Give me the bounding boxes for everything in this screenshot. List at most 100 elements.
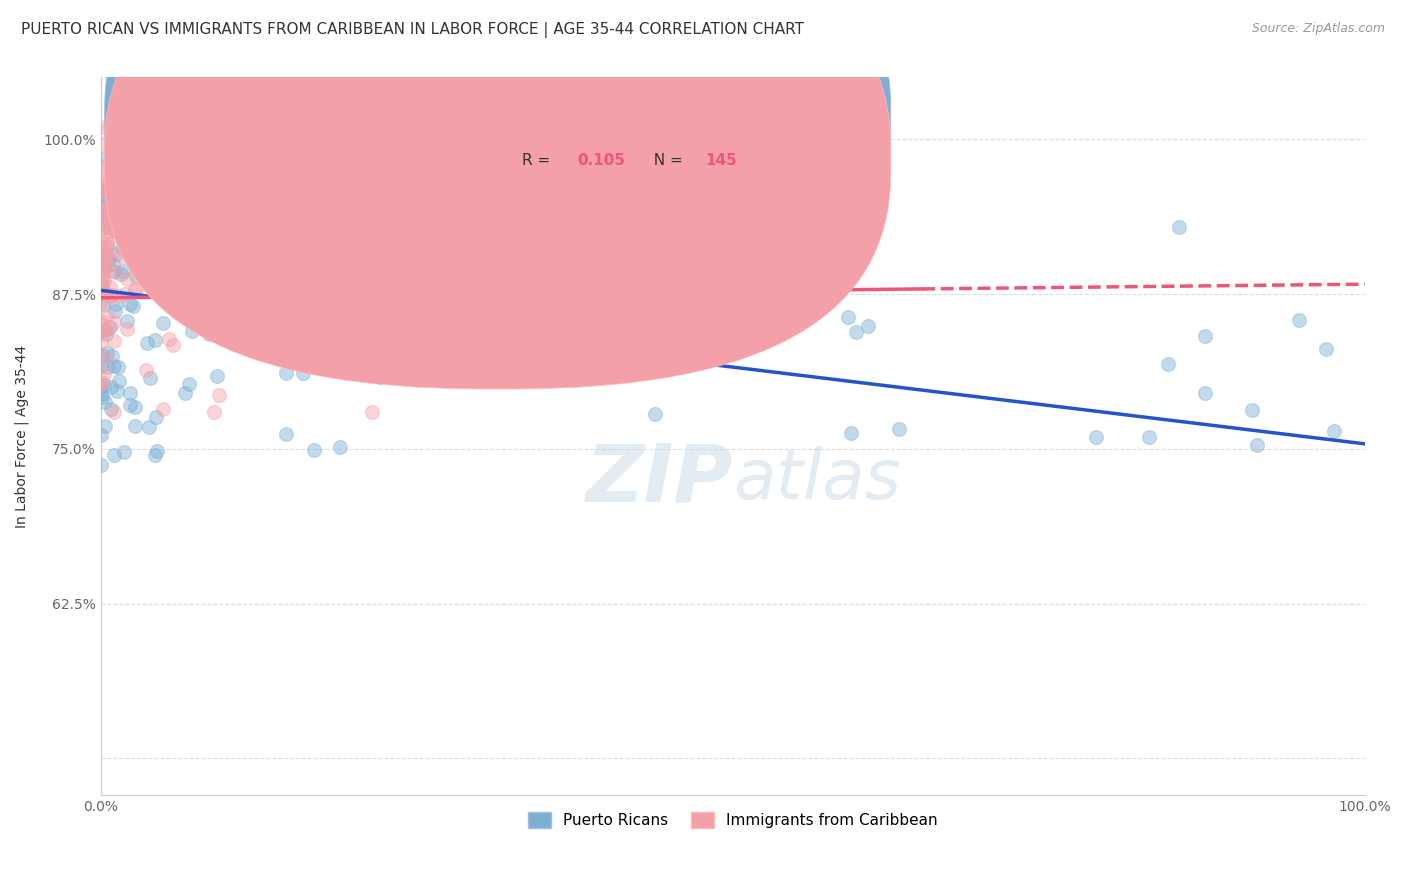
Point bbox=[157, 332, 180, 346]
Point bbox=[762, 222, 785, 236]
Point bbox=[90, 277, 112, 292]
Point bbox=[93, 249, 115, 263]
Point bbox=[90, 266, 112, 280]
Point bbox=[115, 321, 138, 335]
Point bbox=[226, 279, 249, 293]
Point bbox=[112, 193, 135, 207]
Point bbox=[1085, 430, 1108, 444]
Point bbox=[90, 215, 112, 229]
Point bbox=[458, 229, 481, 244]
Point bbox=[162, 338, 184, 352]
Point bbox=[856, 318, 879, 333]
Point bbox=[155, 247, 177, 261]
Point bbox=[90, 252, 112, 266]
Point bbox=[122, 107, 145, 121]
Point bbox=[145, 277, 167, 291]
Point bbox=[91, 186, 114, 201]
Point bbox=[94, 204, 117, 219]
Point bbox=[281, 243, 304, 257]
Point bbox=[91, 280, 114, 294]
Point bbox=[1288, 313, 1310, 327]
Point bbox=[93, 323, 115, 337]
Point bbox=[96, 240, 118, 254]
Point bbox=[91, 275, 114, 289]
Point bbox=[246, 210, 269, 224]
Point bbox=[94, 260, 117, 274]
Point bbox=[139, 371, 162, 385]
Point bbox=[93, 120, 115, 134]
Point bbox=[557, 151, 579, 165]
Point bbox=[359, 273, 381, 287]
Point bbox=[112, 243, 135, 257]
Point bbox=[105, 265, 128, 279]
Point bbox=[112, 445, 135, 459]
Point bbox=[91, 246, 114, 260]
Point bbox=[145, 443, 167, 458]
Point bbox=[90, 286, 112, 301]
Point bbox=[139, 206, 162, 220]
Point bbox=[97, 217, 120, 231]
Point bbox=[98, 245, 121, 260]
Point bbox=[195, 258, 218, 272]
Point bbox=[124, 401, 146, 415]
Point bbox=[91, 321, 114, 335]
Point bbox=[197, 299, 219, 313]
Point bbox=[273, 309, 295, 323]
Point bbox=[662, 343, 685, 357]
Point bbox=[353, 143, 375, 157]
Point bbox=[626, 186, 648, 201]
Point bbox=[135, 362, 157, 376]
Point bbox=[121, 120, 143, 134]
Point bbox=[160, 169, 183, 184]
Point bbox=[91, 162, 114, 177]
Point bbox=[96, 249, 118, 263]
Point bbox=[262, 257, 284, 271]
Point bbox=[174, 243, 197, 257]
Point bbox=[160, 280, 183, 294]
Point bbox=[91, 266, 114, 280]
Point bbox=[613, 187, 636, 202]
Text: atlas: atlas bbox=[733, 446, 901, 513]
Point bbox=[152, 401, 174, 416]
Point bbox=[90, 221, 112, 235]
Point bbox=[136, 336, 159, 351]
Point bbox=[94, 323, 117, 337]
Point bbox=[585, 306, 607, 320]
Point bbox=[889, 422, 911, 436]
Point bbox=[238, 212, 260, 227]
Text: N =: N = bbox=[644, 153, 688, 168]
Point bbox=[94, 150, 117, 164]
Point bbox=[114, 286, 136, 301]
Point bbox=[94, 202, 117, 217]
Point bbox=[226, 314, 249, 328]
Point bbox=[90, 458, 112, 473]
Point bbox=[91, 268, 114, 283]
Point bbox=[103, 405, 125, 419]
Point bbox=[93, 178, 115, 192]
Point bbox=[839, 426, 862, 441]
Point bbox=[145, 410, 167, 425]
Point bbox=[197, 278, 219, 293]
Point bbox=[430, 341, 453, 355]
Point bbox=[97, 232, 120, 246]
Point bbox=[90, 335, 112, 350]
Point bbox=[208, 388, 231, 402]
Point bbox=[139, 180, 162, 194]
Point bbox=[661, 332, 683, 346]
Point bbox=[267, 344, 290, 359]
Point bbox=[186, 287, 208, 301]
Point bbox=[107, 359, 129, 374]
Point bbox=[153, 293, 176, 307]
Point bbox=[236, 268, 259, 283]
Point bbox=[131, 155, 153, 169]
FancyBboxPatch shape bbox=[461, 92, 790, 193]
Point bbox=[187, 298, 209, 312]
Point bbox=[1241, 402, 1264, 417]
Point bbox=[322, 199, 344, 213]
Text: Source: ZipAtlas.com: Source: ZipAtlas.com bbox=[1251, 22, 1385, 36]
Point bbox=[112, 231, 135, 245]
Text: 142: 142 bbox=[704, 113, 737, 128]
Point bbox=[94, 136, 117, 151]
Point bbox=[845, 326, 868, 340]
Point bbox=[329, 440, 352, 454]
